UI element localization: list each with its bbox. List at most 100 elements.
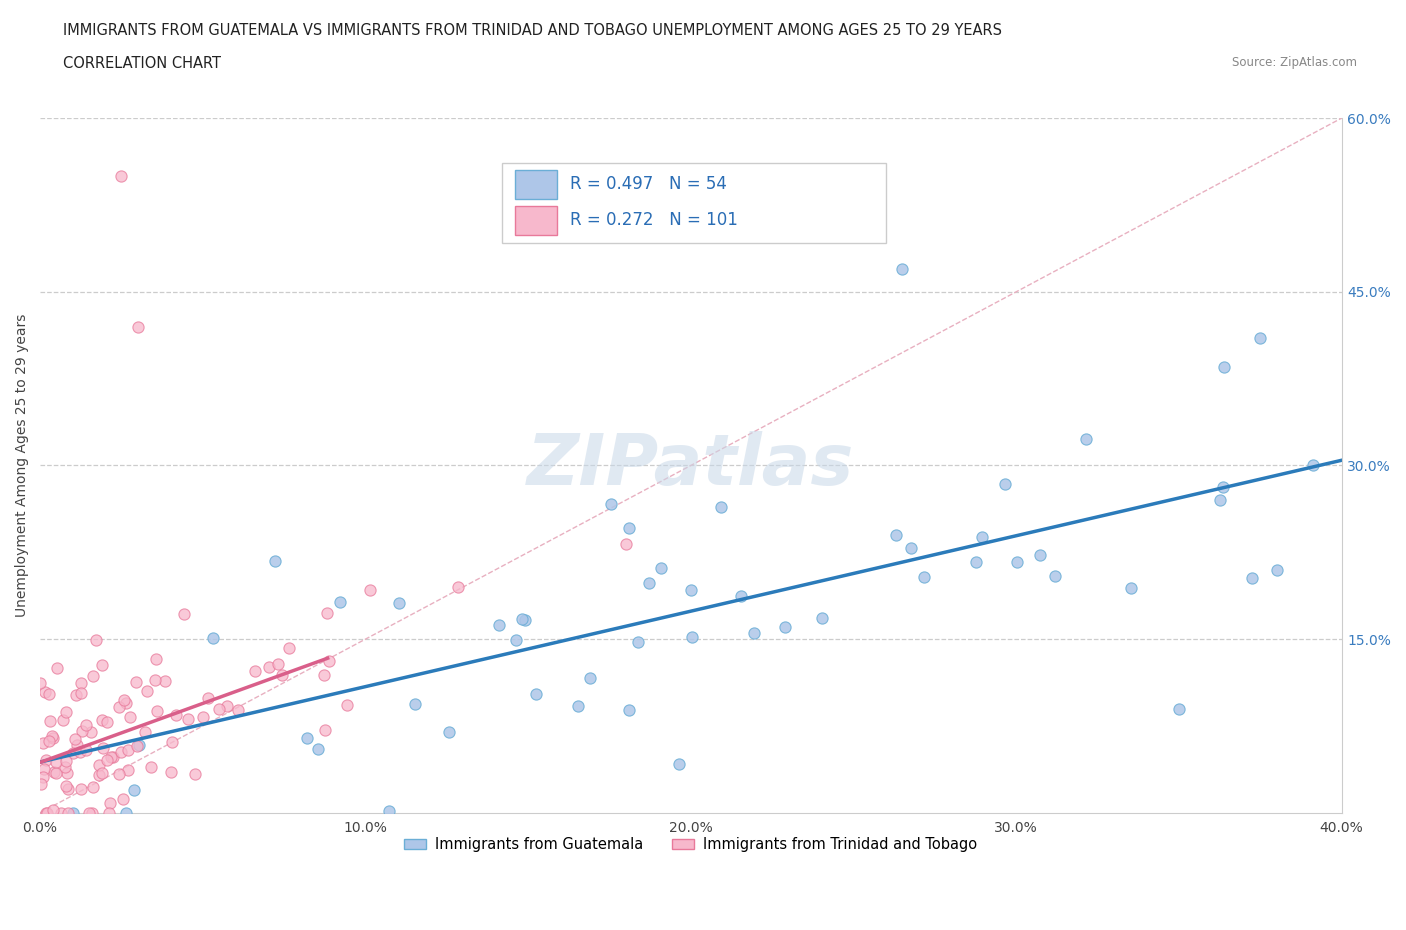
Point xyxy=(117,742,139,757)
Point xyxy=(884,528,907,543)
Text: IMMIGRANTS FROM GUATEMALA VS IMMIGRANTS FROM TRINIDAD AND TOBAGO UNEMPLOYMENT AM: IMMIGRANTS FROM GUATEMALA VS IMMIGRANTS … xyxy=(63,23,1002,38)
Point xyxy=(160,764,183,779)
Point xyxy=(488,618,510,632)
Point xyxy=(336,698,359,712)
Point xyxy=(912,569,935,584)
Point xyxy=(329,595,352,610)
Point xyxy=(55,705,77,720)
Point xyxy=(650,560,672,575)
Point xyxy=(108,699,131,714)
Point xyxy=(1005,555,1028,570)
Point xyxy=(257,659,280,674)
Point xyxy=(295,730,318,745)
Point xyxy=(42,803,65,817)
Point xyxy=(38,687,60,702)
Point xyxy=(316,605,339,620)
Point xyxy=(810,610,832,625)
Point xyxy=(165,708,187,723)
Point xyxy=(45,765,67,780)
Point xyxy=(112,692,135,707)
Point xyxy=(98,796,121,811)
Point xyxy=(513,612,536,627)
Point xyxy=(177,711,200,726)
Point xyxy=(49,805,72,820)
Point xyxy=(91,712,114,727)
Point xyxy=(128,737,150,752)
Point xyxy=(679,582,702,597)
Point xyxy=(58,782,80,797)
Point xyxy=(127,319,149,334)
Point xyxy=(510,611,533,626)
Point xyxy=(314,723,336,737)
Point xyxy=(1119,580,1142,595)
Point xyxy=(145,673,167,688)
Point xyxy=(89,758,111,773)
Point xyxy=(35,752,58,767)
Point xyxy=(626,634,648,649)
Point xyxy=(578,671,600,686)
Point xyxy=(38,733,60,748)
Point xyxy=(1029,548,1052,563)
Point xyxy=(55,753,77,768)
Text: R = 0.272   N = 101: R = 0.272 N = 101 xyxy=(569,211,738,230)
Point xyxy=(146,703,169,718)
Point xyxy=(34,684,56,699)
Point xyxy=(638,576,661,591)
Point xyxy=(70,781,93,796)
Point xyxy=(271,668,294,683)
FancyBboxPatch shape xyxy=(515,206,557,235)
Point xyxy=(264,553,287,568)
Point xyxy=(87,767,110,782)
Point xyxy=(86,632,108,647)
Point xyxy=(217,698,239,713)
Point xyxy=(115,805,138,820)
Point xyxy=(120,710,142,724)
Point xyxy=(1212,479,1234,494)
Point xyxy=(1240,570,1263,585)
Y-axis label: Unemployment Among Ages 25 to 29 years: Unemployment Among Ages 25 to 29 years xyxy=(15,313,30,618)
Point xyxy=(41,729,63,744)
Point xyxy=(891,261,914,276)
Point xyxy=(191,710,214,724)
FancyBboxPatch shape xyxy=(502,164,886,243)
Point xyxy=(66,737,89,752)
Point xyxy=(42,730,65,745)
Point xyxy=(82,669,104,684)
Legend: Immigrants from Guatemala, Immigrants from Trinidad and Tobago: Immigrants from Guatemala, Immigrants fr… xyxy=(399,830,983,857)
Point xyxy=(226,703,249,718)
Point xyxy=(38,713,60,728)
Point xyxy=(46,660,69,675)
Point xyxy=(31,777,53,791)
Point xyxy=(307,742,329,757)
Point xyxy=(62,805,84,820)
Point xyxy=(1212,359,1234,374)
FancyBboxPatch shape xyxy=(515,169,557,199)
Point xyxy=(96,715,118,730)
Point xyxy=(69,676,91,691)
Point xyxy=(117,763,139,777)
Point xyxy=(100,749,122,764)
Point xyxy=(599,497,621,512)
Point xyxy=(35,805,58,820)
Point xyxy=(567,699,589,714)
Point xyxy=(208,701,231,716)
Point xyxy=(404,697,426,711)
Point xyxy=(125,674,148,689)
Point xyxy=(437,724,460,739)
Point xyxy=(184,766,207,781)
Text: ZIPatlas: ZIPatlas xyxy=(527,431,855,500)
Point xyxy=(145,652,167,667)
Point xyxy=(1302,458,1324,472)
Point xyxy=(378,804,401,818)
Point xyxy=(122,782,145,797)
Point xyxy=(710,499,733,514)
Point xyxy=(96,752,118,767)
Point xyxy=(775,619,797,634)
Text: R = 0.497   N = 54: R = 0.497 N = 54 xyxy=(569,175,727,193)
Point xyxy=(1167,701,1189,716)
Point xyxy=(32,736,55,751)
Point xyxy=(994,476,1017,491)
Point xyxy=(58,805,80,820)
Point xyxy=(82,779,104,794)
Point xyxy=(1076,432,1098,446)
